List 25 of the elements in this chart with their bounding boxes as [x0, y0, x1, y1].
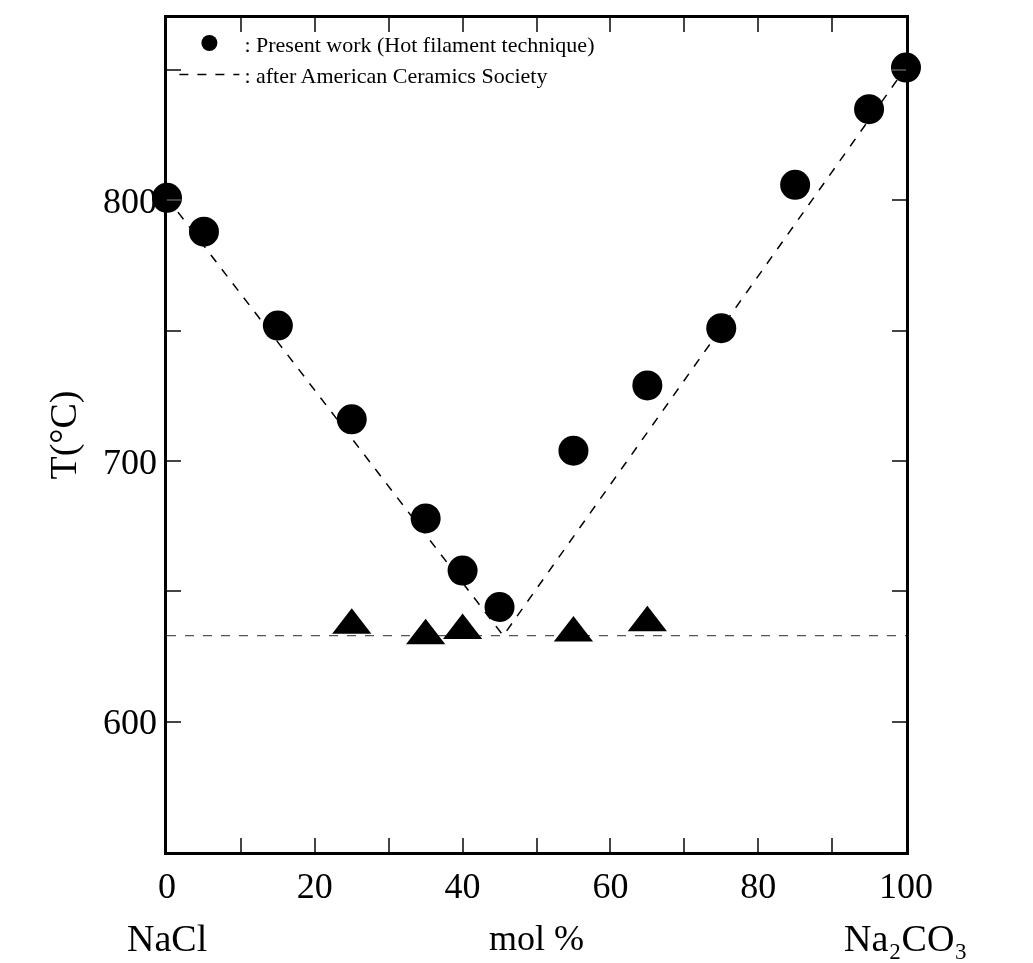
- legend-label: : after American Ceramics Society: [244, 63, 548, 89]
- text: Na₂CO₃: [844, 917, 968, 959]
- point: [336, 404, 367, 435]
- x-tick-label: 20: [296, 865, 333, 906]
- point: [854, 94, 885, 125]
- point: [447, 555, 478, 586]
- x-tick-label: 100: [879, 865, 933, 906]
- legend-label: : Present work (Hot filament technique): [244, 31, 595, 57]
- x-tick-label: 80: [740, 865, 777, 906]
- point: [410, 503, 441, 534]
- x-axis-title: mol %: [489, 917, 584, 958]
- point: [706, 313, 737, 344]
- x-tick-label: 0: [158, 865, 176, 906]
- y-tick-label: 700: [103, 441, 158, 482]
- y-tick-label: 600: [103, 702, 158, 743]
- point: [484, 592, 515, 622]
- point: [558, 435, 589, 466]
- y-axis-title: T(°C): [42, 390, 86, 480]
- x-tick-label: 60: [592, 865, 629, 906]
- point: [780, 169, 811, 200]
- point: [188, 216, 219, 247]
- point: [632, 370, 663, 401]
- point: [262, 310, 293, 341]
- x-tick-label: 40: [444, 865, 481, 906]
- text: NaCl: [127, 917, 208, 959]
